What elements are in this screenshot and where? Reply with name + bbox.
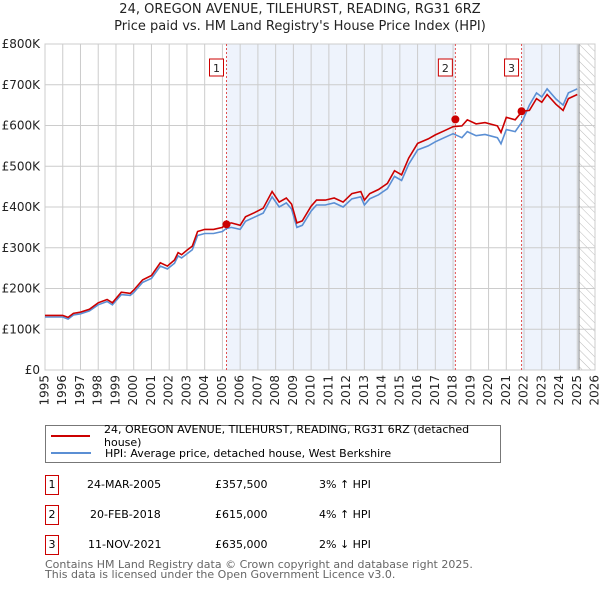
sale-point: [517, 107, 526, 116]
sale-date: 11-NOV-2021: [88, 538, 162, 551]
x-tick-label: 2018: [446, 375, 460, 406]
y-tick-label: £600K: [2, 119, 42, 133]
x-tick-label: 1996: [55, 375, 69, 406]
x-tick-label: 2003: [179, 375, 193, 406]
price-chart: 1995 1996 1997 1998 1999 2000 2001 2002 2003 2004…: [2, 37, 600, 406]
x-tick-label: 2011: [321, 375, 335, 406]
sale-label-box: [437, 58, 453, 77]
sale-label-box: [504, 58, 520, 77]
x-tick-label: 2021: [499, 375, 513, 406]
sale-hpi: 2% ↓ HPI: [319, 538, 371, 551]
sale-date: 20-FEB-2018: [90, 508, 161, 521]
legend-label: HPI: Average price, detached house, West…: [105, 446, 392, 460]
sale-price: £635,000: [215, 538, 268, 551]
sale-label: 1: [213, 62, 220, 75]
x-tick-label: 2004: [197, 375, 211, 406]
x-tick-label: 2006: [233, 375, 247, 406]
x-tick-label: 2023: [534, 375, 548, 406]
property-price-line: [45, 93, 578, 319]
sale-hpi: 4% ↑ HPI: [319, 508, 371, 521]
x-tick-label: 2010: [304, 375, 318, 406]
x-tick-label: 2012: [339, 375, 353, 406]
legend-swatch-blue: [51, 452, 91, 454]
plot-frame: [44, 43, 596, 371]
x-tick-label: 2016: [410, 375, 424, 406]
y-tick-label: £0: [25, 363, 40, 377]
x-tick-label: 2009: [286, 375, 300, 406]
y-tick-label: £400K: [2, 200, 42, 214]
sale-price: £615,000: [215, 508, 268, 521]
x-tick-label: 2024: [552, 375, 566, 406]
chart-subtitle: Price paid vs. HM Land Registry's House …: [114, 19, 486, 34]
x-tick-label: 2026: [588, 375, 600, 406]
x-tick-label: 2002: [162, 375, 176, 406]
sale-label: 3: [508, 62, 515, 75]
y-tick-label: £700K: [2, 78, 42, 92]
x-tick-label: 1999: [108, 375, 122, 406]
x-tick-label: 2015: [392, 375, 406, 406]
y-tick-label: £800K: [2, 37, 42, 51]
sale-badge: 1: [45, 475, 59, 495]
x-tick-label: 1995: [38, 375, 52, 406]
legend-item-property: 24, OREGON AVENUE, TILEHURST, READING, R…: [46, 423, 500, 449]
sale-badge: 3: [45, 535, 59, 555]
sale-badge: 2: [45, 505, 59, 525]
x-tick-label: 1997: [73, 375, 87, 406]
y-tick-label: £200K: [2, 282, 42, 296]
footer-line: Contains HM Land Registry data © Crown c…: [45, 558, 473, 571]
y-tick-label: £500K: [2, 159, 42, 173]
x-tick-label: 2007: [250, 375, 264, 406]
footer-line: This data is licensed under the Open Gov…: [45, 568, 396, 581]
legend-swatch-red: [51, 435, 90, 437]
x-tick-label: 2017: [428, 375, 442, 406]
x-tick-label: 2000: [126, 375, 140, 406]
x-tick-label: 2014: [375, 375, 389, 406]
sale-price: £357,500: [215, 478, 268, 491]
x-tick-label: 2020: [481, 375, 495, 406]
chart-title: 24, OREGON AVENUE, TILEHURST, READING, R…: [119, 2, 481, 17]
sale-label: 2: [442, 62, 449, 75]
x-tick-label: 1998: [91, 375, 105, 406]
hpi-line: [45, 87, 578, 321]
sale-point: [222, 220, 231, 229]
legend: 24, OREGON AVENUE, TILEHURST, READING, R…: [45, 423, 501, 463]
x-tick-label: 2008: [268, 375, 282, 406]
x-tick-label: 2025: [570, 375, 584, 406]
sale-point: [451, 115, 460, 124]
x-tick-label: 2019: [463, 375, 477, 406]
sale-label-box: [209, 58, 224, 77]
legend-label: 24, OREGON AVENUE, TILEHURST, READING, R…: [104, 423, 470, 449]
x-tick-label: 2013: [357, 375, 371, 406]
sale-hpi: 3% ↑ HPI: [319, 478, 371, 491]
x-tick-label: 2005: [215, 375, 229, 406]
y-tick-label: £100K: [2, 322, 42, 336]
sale-date: 24-MAR-2005: [87, 478, 162, 491]
x-tick-label: 2001: [144, 375, 158, 406]
legend-item-hpi: HPI: Average price, detached house, West…: [46, 445, 391, 461]
footer: Contains HM Land Registry data © Crown c…: [45, 558, 473, 581]
y-tick-label: £300K: [2, 241, 42, 255]
x-tick-label: 2022: [517, 375, 531, 406]
